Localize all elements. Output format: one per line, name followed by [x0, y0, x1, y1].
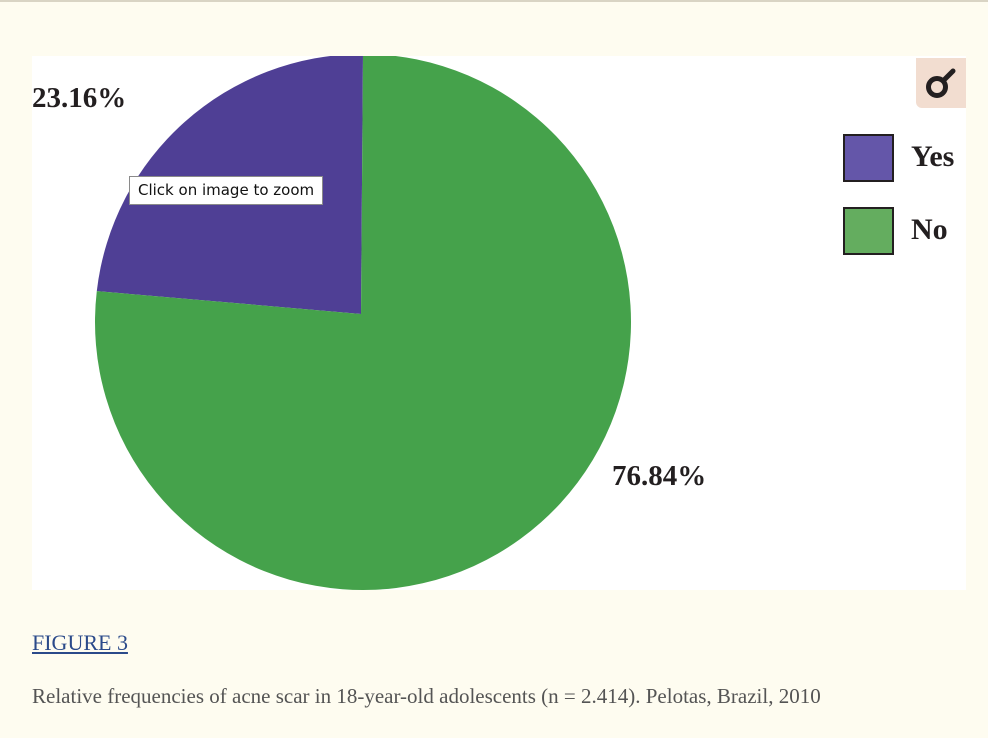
slice-label-no: 76.84% — [612, 460, 707, 492]
legend-item-yes: Yes — [843, 134, 988, 190]
legend-label-no: No — [911, 213, 948, 246]
legend-label-yes: Yes — [911, 140, 955, 173]
figure-image[interactable]: 23.16% 76.84% Yes No Click on image to z… — [32, 56, 966, 590]
legend-swatch-yes — [843, 134, 894, 182]
pie-slice-no — [95, 56, 631, 590]
figure-link[interactable]: FIGURE 3 — [32, 630, 128, 655]
slice-label-yes: 23.16% — [32, 82, 127, 114]
pie-chart — [95, 56, 631, 590]
legend-item-no: No — [843, 207, 988, 263]
zoom-button[interactable] — [916, 58, 966, 108]
top-divider — [0, 0, 988, 2]
figure-caption: Relative frequencies of acne scar in 18-… — [32, 684, 821, 708]
zoom-tooltip: Click on image to zoom — [129, 176, 324, 205]
legend-swatch-no — [843, 207, 894, 255]
zoom-magnifier-icon — [926, 68, 956, 98]
